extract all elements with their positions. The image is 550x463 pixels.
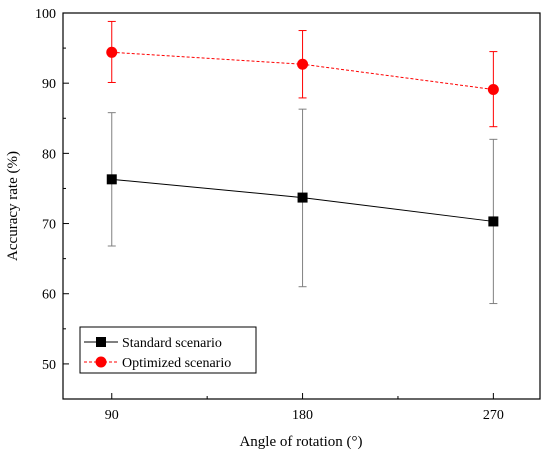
- plot-frame: [62, 12, 541, 400]
- data-point-standard: [297, 192, 308, 203]
- x-axis-title: Angle of rotation (°): [239, 434, 362, 450]
- y-axis-title: Accuracy rate (%): [5, 151, 21, 261]
- legend-marker-optimized: [95, 356, 107, 368]
- y-tick-label: 80: [42, 147, 56, 162]
- series-layer: [106, 20, 499, 305]
- legend-marker-standard: [96, 337, 106, 347]
- y-tick-label: 50: [42, 358, 56, 373]
- legend-box: [79, 326, 257, 374]
- data-point-standard: [106, 174, 117, 185]
- data-point-optimized: [106, 46, 118, 58]
- x-tick-label: 270: [483, 408, 504, 423]
- legend-label-standard: Standard scenario: [122, 336, 222, 351]
- y-tick-label: 90: [42, 77, 56, 92]
- x-tick-label: 180: [292, 408, 313, 423]
- y-tick-label: 70: [42, 218, 56, 233]
- axis-layer: 50 60 70 80 90 100 90 180 270: [35, 7, 504, 423]
- data-point-optimized: [487, 83, 499, 95]
- x-tick-label: 90: [105, 408, 119, 423]
- legend: Standard scenario Optimized scenario: [79, 326, 257, 374]
- y-tick-label: 60: [42, 288, 56, 303]
- legend-label-optimized: Optimized scenario: [122, 356, 231, 371]
- data-point-standard: [488, 216, 499, 227]
- y-tick-label: 100: [35, 7, 56, 22]
- data-point-optimized: [297, 58, 309, 70]
